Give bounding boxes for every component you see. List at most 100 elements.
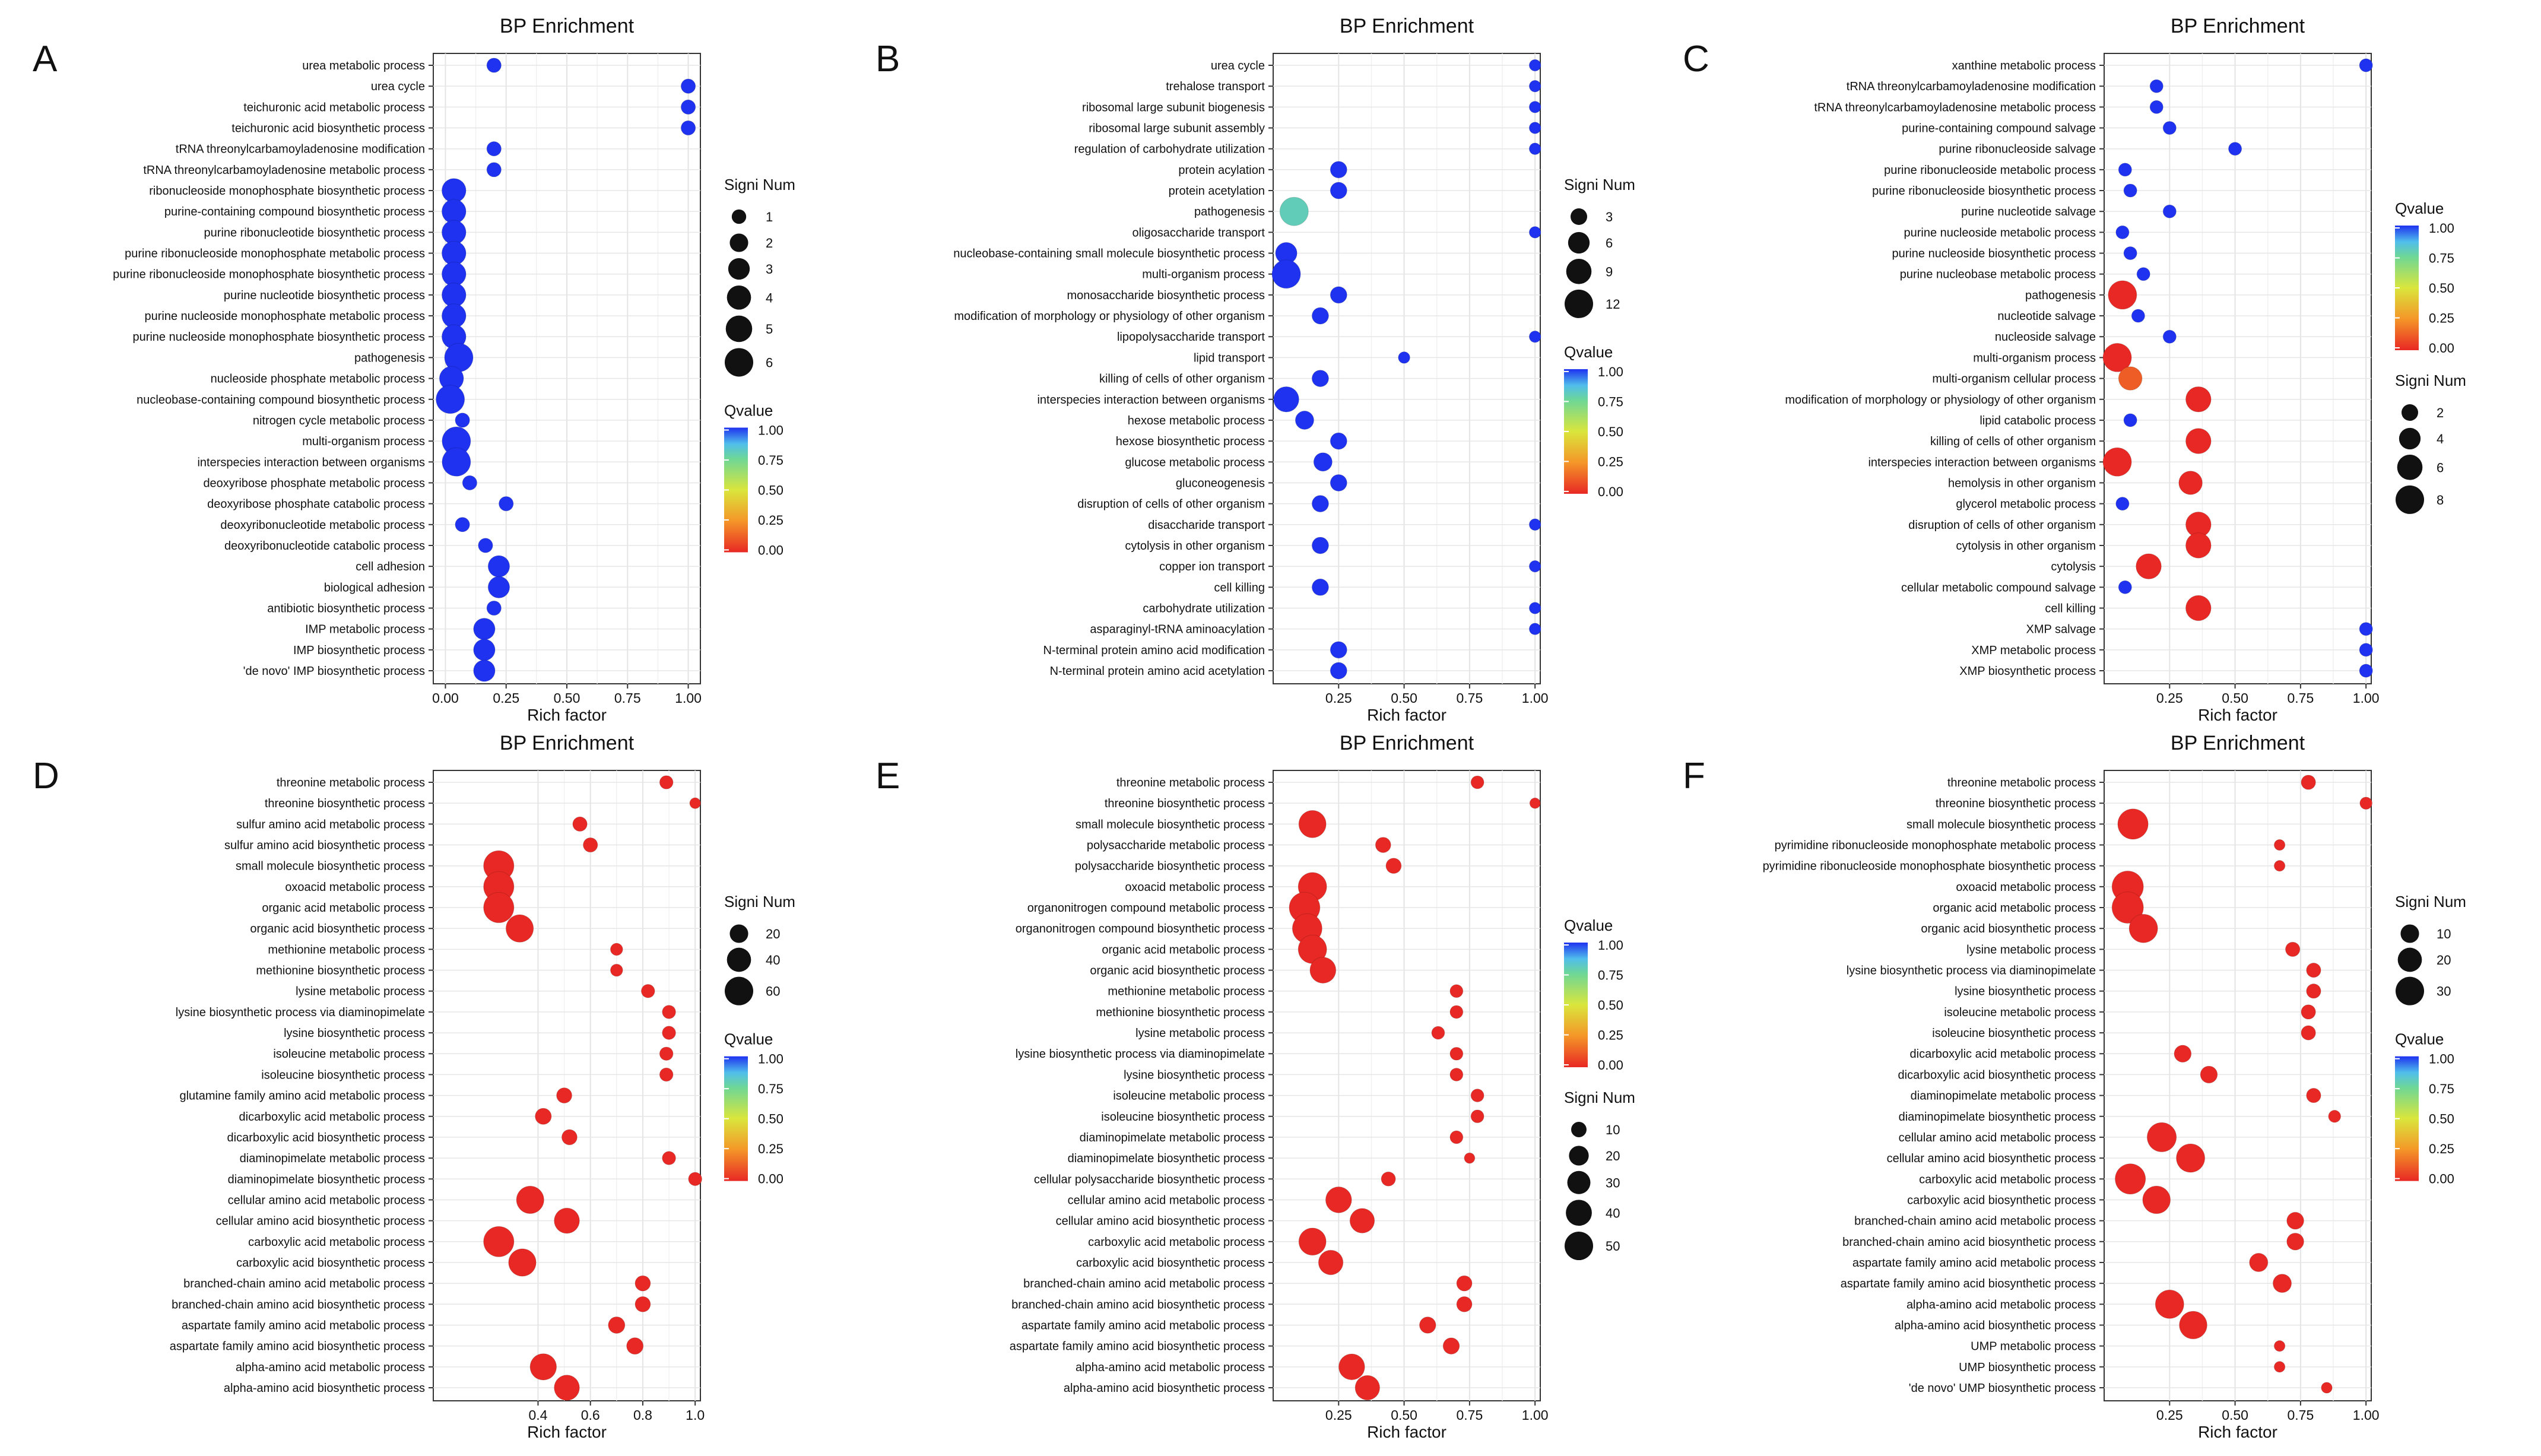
color-legend-label: 1.00 [2429,1052,2454,1067]
data-point [1330,161,1347,179]
data-point [610,963,623,977]
y-tick-label: tRNA threonylcarbamoyladenosine modifica… [1847,80,2096,93]
chart-title: BP Enrichment [2171,15,2305,37]
size-legend-label: 9 [1606,264,1613,279]
y-tick-label: purine nucleoside metabolic process [1904,226,2096,239]
data-point [2306,1087,2321,1103]
color-legend-label: 0.50 [2429,281,2454,296]
y-tick-label: lipid catabolic process [1979,414,2096,427]
data-point [1311,495,1329,513]
data-point [2273,839,2286,851]
y-tick-label: isoleucine metabolic process [1944,1006,2096,1019]
data-point [626,1337,644,1355]
y-tick-label: nitrogen cycle metabolic process [253,414,425,427]
data-point [473,618,496,640]
color-legend-label: 0.00 [758,543,783,557]
data-point [2155,1289,2184,1319]
y-tick-label: dicarboxylic acid metabolic process [239,1111,425,1124]
data-point [2162,204,2177,218]
y-tick-label: protein acetylation [1169,185,1265,198]
data-point [1470,1109,1484,1124]
data-point [2136,553,2162,579]
x-tick-label: 0.6 [581,1407,600,1423]
y-tick-label: cell killing [1214,581,1265,594]
data-point [486,58,502,73]
y-tick-label: interspecies interaction between organis… [1868,456,2096,469]
y-tick-label: alpha-amino acid metabolic process [1906,1298,2096,1311]
y-tick-label: IMP biosynthetic process [293,644,425,657]
data-point [1528,226,1541,239]
data-point [2306,962,2321,978]
size-legend-dot [1568,231,1590,254]
data-point [1273,386,1299,413]
data-point [635,1275,651,1292]
data-point [436,385,465,414]
size-legend-title: Signi Num [2395,893,2466,911]
size-legend-dot [2402,404,2418,421]
y-tick-label: oligosaccharide transport [1132,226,1265,239]
x-tick-label: 1.00 [675,690,702,706]
y-tick-label: pyrimidine ribonucleoside monophosphate … [1775,839,2096,852]
color-legend-label: 0.50 [1598,424,1623,439]
data-point [556,1087,573,1104]
y-tick-label: purine-containing compound biosynthetic … [164,205,425,218]
data-point [441,240,467,266]
size-legend-label: 8 [2437,493,2444,507]
y-tick-label: oxoacid metabolic process [1956,881,2096,894]
chart-title: BP Enrichment [500,732,635,754]
y-tick-label: modification of morphology or physiology… [954,310,1265,323]
color-legend-label: 0.75 [1598,968,1623,983]
size-legend-label: 4 [766,290,773,305]
panel-letter: D [33,756,59,797]
y-tick-label: hexose metabolic process [1128,414,1265,427]
data-point [2108,280,2137,310]
y-tick-label: cytolysis [2051,560,2096,573]
y-tick-label: lipopolysaccharide transport [1117,331,1265,344]
y-tick-label: branched-chain amino acid biosynthetic p… [1842,1236,2096,1249]
x-tick-label: 0.75 [2287,1407,2314,1423]
chart-title: BP Enrichment [1340,732,1474,754]
data-point [1528,80,1541,93]
plot-area [433,770,701,1401]
y-tick-label: aspartate family amino acid biosynthetic… [1841,1277,2096,1290]
size-legend-dot [1566,1200,1592,1226]
y-tick-label: lysine biosynthetic process [1124,1068,1265,1081]
y-tick-label: carboxylic acid biosynthetic process [1907,1194,2096,1207]
data-point [2176,1143,2206,1173]
y-tick-label: purine ribonucleoside metabolic process [1884,164,2096,177]
y-tick-label: disaccharide transport [1148,519,1265,532]
data-point [2200,1065,2218,1084]
y-tick-label: aspartate family amino acid metabolic pr… [1022,1319,1265,1332]
x-axis-label: Rich factor [1367,706,1446,724]
color-legend-title: Qvalue [1564,343,1613,361]
data-point [1338,1353,1365,1381]
y-tick-label: cellular amino acid biosynthetic process [216,1215,425,1228]
data-point [1375,837,1391,853]
y-tick-label: lysine biosynthetic process [1955,985,2096,998]
y-tick-label: organic acid biosynthetic process [250,922,425,935]
data-point [608,1316,626,1334]
size-legend-dot [725,976,753,1005]
y-tick-label: cellular amino acid metabolic process [228,1194,425,1207]
data-point [441,199,467,224]
data-point [487,576,510,598]
data-point [554,1207,580,1234]
data-point [1528,602,1541,614]
data-point [662,1005,676,1019]
data-point [2118,163,2132,177]
color-legend-label: 0.25 [2429,1141,2454,1156]
data-point [2301,1025,2316,1041]
y-tick-label: interspecies interaction between organis… [1037,394,1265,407]
size-legend-title: Signi Num [1564,176,1635,194]
color-legend-label: 0.50 [2429,1112,2454,1127]
data-point [1298,810,1327,838]
data-point [455,517,470,532]
size-legend-dot [1571,1122,1587,1137]
y-tick-label: ribosomal large subunit biogenesis [1082,101,1265,114]
y-tick-label: lysine biosynthetic process [284,1027,425,1040]
y-tick-label: diaminopimelate metabolic process [1080,1131,1265,1144]
y-tick-label: organic acid metabolic process [1102,943,1265,956]
size-legend-label: 40 [1606,1206,1620,1220]
data-point [2178,471,2203,495]
y-tick-label: isoleucine metabolic process [1113,1090,1265,1103]
